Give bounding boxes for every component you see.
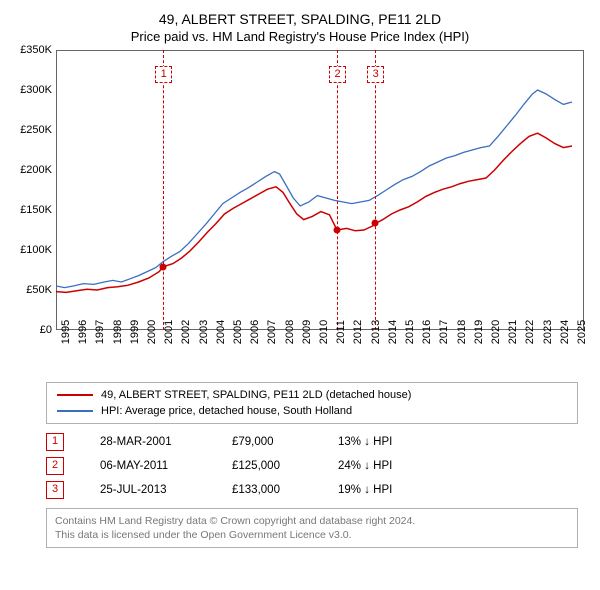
transaction-marker: 1 [46, 433, 64, 451]
x-axis-label: 1995 [60, 320, 72, 344]
x-axis-label: 2013 [370, 320, 382, 344]
legend-text: HPI: Average price, detached house, Sout… [101, 405, 352, 417]
chart-subtitle: Price paid vs. HM Land Registry's House … [12, 29, 588, 44]
legend-swatch [57, 394, 93, 396]
transaction-price: £125,000 [232, 460, 302, 472]
x-axis-label: 2021 [507, 320, 519, 344]
x-axis-label: 2017 [438, 320, 450, 344]
transaction-row: 2 06-MAY-2011 £125,000 24% ↓ HPI [46, 454, 578, 478]
marker-label: 2 [329, 66, 346, 83]
y-axis-label: £300K [20, 84, 56, 96]
legend-text: 49, ALBERT STREET, SPALDING, PE11 2LD (d… [101, 389, 411, 401]
footer-line: This data is licensed under the Open Gov… [55, 528, 569, 542]
x-axis-label: 2025 [576, 320, 588, 344]
y-axis-label: £150K [20, 204, 56, 216]
transaction-delta: 19% ↓ HPI [338, 484, 392, 496]
sale-point-dot [334, 226, 341, 233]
x-axis-label: 2004 [215, 320, 227, 344]
x-axis-label: 1996 [77, 320, 89, 344]
legend-box: 49, ALBERT STREET, SPALDING, PE11 2LD (d… [46, 382, 578, 424]
transaction-marker: 3 [46, 481, 64, 499]
x-axis-label: 2018 [456, 320, 468, 344]
transaction-price: £79,000 [232, 436, 302, 448]
transaction-date: 25-JUL-2013 [100, 484, 196, 496]
marker-vline [337, 50, 338, 330]
x-axis-label: 2020 [490, 320, 502, 344]
transaction-row: 3 25-JUL-2013 £133,000 19% ↓ HPI [46, 478, 578, 502]
y-axis-label: £250K [20, 124, 56, 136]
marker-vline [375, 50, 376, 330]
y-axis-label: £100K [20, 244, 56, 256]
x-axis-label: 2007 [266, 320, 278, 344]
footer-line: Contains HM Land Registry data © Crown c… [55, 514, 569, 528]
x-axis-label: 2024 [559, 320, 571, 344]
x-axis-label: 2014 [387, 320, 399, 344]
y-axis-label: £200K [20, 164, 56, 176]
legend-item: HPI: Average price, detached house, Sout… [57, 403, 567, 419]
transactions-table: 1 28-MAR-2001 £79,000 13% ↓ HPI 2 06-MAY-2011… [46, 430, 578, 502]
x-axis-label: 2002 [180, 320, 192, 344]
transaction-date: 28-MAR-2001 [100, 436, 196, 448]
x-axis-label: 2010 [318, 320, 330, 344]
x-axis-label: 2023 [542, 320, 554, 344]
x-axis-label: 2019 [473, 320, 485, 344]
chart-title: 49, ALBERT STREET, SPALDING, PE11 2LD [12, 10, 588, 29]
y-axis-label: £50K [26, 284, 56, 296]
marker-label: 1 [155, 66, 172, 83]
x-axis-label: 2000 [146, 320, 158, 344]
transaction-price: £133,000 [232, 484, 302, 496]
x-axis-label: 2015 [404, 320, 416, 344]
x-axis-label: 1997 [94, 320, 106, 344]
transaction-row: 1 28-MAR-2001 £79,000 13% ↓ HPI [46, 430, 578, 454]
legend-item: 49, ALBERT STREET, SPALDING, PE11 2LD (d… [57, 387, 567, 403]
x-axis-ticks: 1995199619971998199920002001200220032004… [56, 330, 584, 376]
x-axis-label: 2011 [335, 320, 347, 344]
x-axis-label: 2009 [301, 320, 313, 344]
x-axis-label: 2006 [249, 320, 261, 344]
sale-point-dot [160, 263, 167, 270]
y-axis-label: £350K [20, 44, 56, 56]
line-chart-svg [56, 50, 584, 330]
transaction-marker: 2 [46, 457, 64, 475]
x-axis-label: 2005 [232, 320, 244, 344]
x-axis-label: 2001 [163, 320, 175, 344]
legend-swatch [57, 410, 93, 412]
x-axis-label: 1998 [112, 320, 124, 344]
marker-label: 3 [367, 66, 384, 83]
x-axis-label: 2016 [421, 320, 433, 344]
x-axis-label: 2003 [198, 320, 210, 344]
transaction-delta: 24% ↓ HPI [338, 460, 392, 472]
y-axis-label: £0 [40, 324, 56, 336]
x-axis-label: 1999 [129, 320, 141, 344]
x-axis-label: 2012 [352, 320, 364, 344]
footer-attribution: Contains HM Land Registry data © Crown c… [46, 508, 578, 548]
marker-vline [163, 50, 164, 330]
x-axis-label: 2022 [524, 320, 536, 344]
chart-plot-area: £0£50K£100K£150K£200K£250K£300K£350K123 [56, 50, 584, 330]
transaction-date: 06-MAY-2011 [100, 460, 196, 472]
transaction-delta: 13% ↓ HPI [338, 436, 392, 448]
x-axis-label: 2008 [284, 320, 296, 344]
sale-point-dot [372, 220, 379, 227]
